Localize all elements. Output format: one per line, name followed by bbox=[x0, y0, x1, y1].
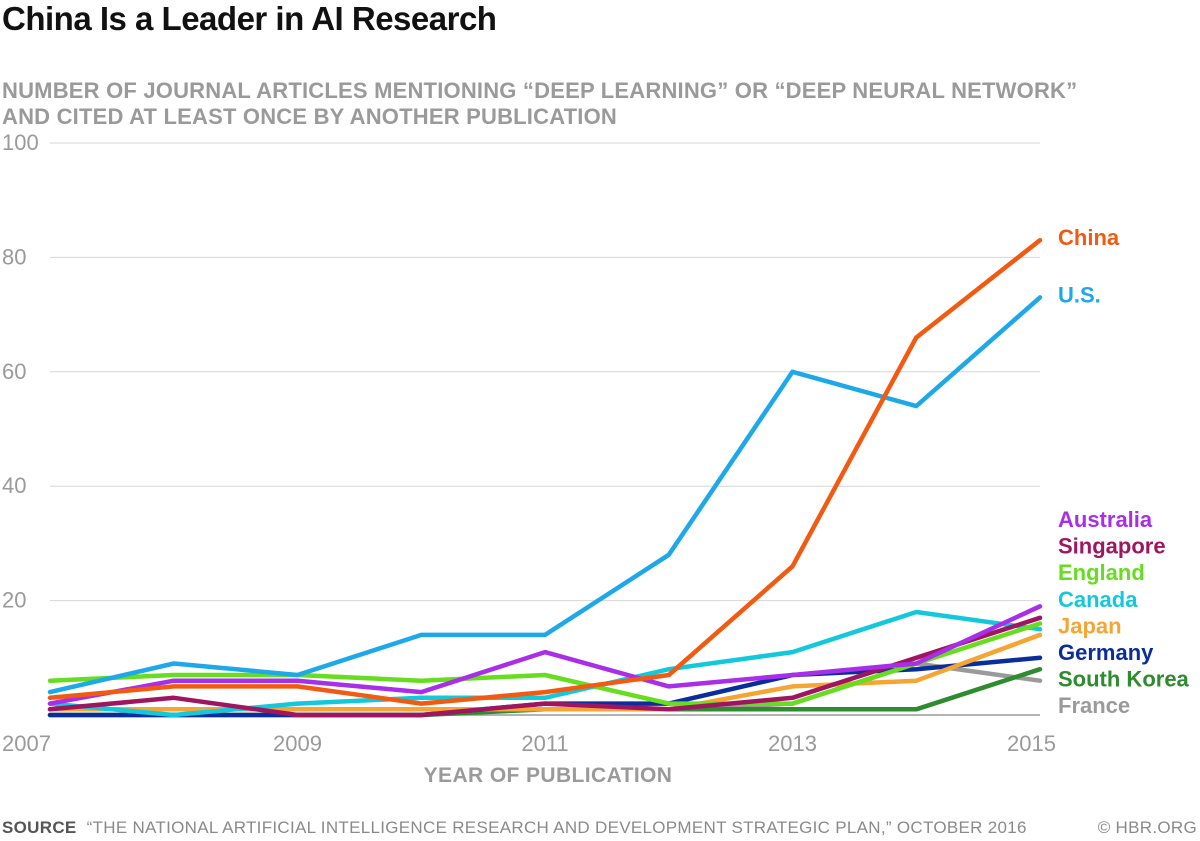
source-label: SOURCE bbox=[2, 818, 77, 837]
series-label-south-korea: South Korea bbox=[1058, 667, 1190, 692]
series-label-u-s: U.S. bbox=[1058, 282, 1101, 307]
y-tick-label: 80 bbox=[2, 244, 26, 269]
series-labels: China U.S. AustraliaSingaporeEnglandCanada… bbox=[1058, 225, 1190, 718]
x-tick-label: 2007 bbox=[2, 731, 51, 756]
series-line-singapore bbox=[47, 615, 1043, 718]
x-tick-label: 2015 bbox=[1007, 731, 1056, 756]
series-label-england: England bbox=[1058, 560, 1145, 585]
x-tick-label: 2009 bbox=[273, 731, 322, 756]
series-label-canada: Canada bbox=[1058, 587, 1138, 612]
series-line-canada bbox=[47, 609, 1043, 718]
chart-subtitle: NUMBER OF JOURNAL ARTICLES MENTIONING “D… bbox=[2, 78, 1182, 130]
y-tick-label: 40 bbox=[2, 473, 26, 498]
series-lines bbox=[47, 237, 1043, 718]
subtitle-line-2: AND CITED AT LEAST ONCE BY ANOTHER PUBLI… bbox=[2, 104, 618, 129]
series-line-australia bbox=[47, 604, 1043, 706]
series-label-china: China bbox=[1058, 225, 1120, 250]
y-axis-ticks: 20 40 60 80 100 bbox=[2, 130, 39, 613]
series-label-germany: Germany bbox=[1058, 640, 1154, 665]
series-label-australia: Australia bbox=[1058, 507, 1153, 532]
x-tick-label: 2013 bbox=[768, 731, 817, 756]
x-axis-ticks: 2007 2009 2011 2013 2015 bbox=[2, 731, 1056, 756]
series-label-france: France bbox=[1058, 693, 1130, 718]
series-line-u-s bbox=[47, 295, 1043, 695]
x-tick-label: 2011 bbox=[521, 731, 568, 756]
y-tick-label: 60 bbox=[2, 359, 26, 384]
gridlines bbox=[50, 142, 1040, 716]
y-tick-label: 20 bbox=[2, 588, 26, 613]
source-text: “THE NATIONAL ARTIFICIAL INTELLIGENCE RE… bbox=[86, 818, 1027, 837]
subtitle-line-1: NUMBER OF JOURNAL ARTICLES MENTIONING “D… bbox=[2, 78, 1078, 103]
series-line-china bbox=[47, 237, 1043, 706]
chart-title: China Is a Leader in AI Research bbox=[2, 0, 497, 37]
series-label-singapore: Singapore bbox=[1058, 534, 1166, 559]
series-line-england bbox=[47, 621, 1043, 706]
credit: © HBR.ORG bbox=[1097, 818, 1197, 837]
series-label-japan: Japan bbox=[1058, 613, 1122, 638]
source-note: SOURCE “THE NATIONAL ARTIFICIAL INTELLIG… bbox=[2, 818, 1027, 838]
y-tick-label: 100 bbox=[2, 130, 39, 155]
x-axis-label: YEAR OF PUBLICATION bbox=[424, 764, 673, 787]
